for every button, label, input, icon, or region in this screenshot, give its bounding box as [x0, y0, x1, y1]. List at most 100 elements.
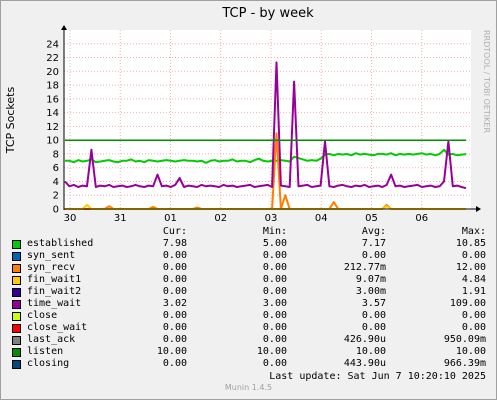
legend-max-value: 0.00 [461, 310, 486, 321]
legend-avg-value: 0.00 [361, 322, 386, 333]
y-tick-label: 4 [53, 177, 59, 188]
legend-max-value: 950.09m [443, 334, 486, 345]
legend-series-name: closing [27, 358, 70, 369]
legend-avg-value: 3.57 [361, 298, 386, 309]
legend-min-value: 10.00 [256, 346, 287, 357]
legend-max-value: 1.91 [461, 286, 486, 297]
legend-swatch [12, 336, 21, 345]
legend-series-name: close [27, 310, 58, 321]
legend-header-max: Max: [461, 226, 486, 237]
legend-max-value: 966.39m [443, 358, 486, 369]
legend-series-name: close_wait [27, 322, 88, 333]
legend-row-close_wait: close_wait 0.00 0.00 0.00 0.00 [12, 322, 492, 334]
legend-swatch [12, 324, 21, 333]
x-tick-label: 04 [315, 213, 328, 224]
legend-avg-value: 0.00 [361, 250, 386, 261]
legend-header-avg: Avg: [361, 226, 386, 237]
series-line-time_wait [64, 61, 467, 190]
legend-series-name: fin_wait1 [27, 274, 82, 285]
legend-swatch [12, 300, 21, 309]
legend-avg-value: 3.00m [355, 286, 386, 297]
legend-row-fin_wait1: fin_wait1 0.00 0.00 9.07m 4.84 [12, 274, 492, 286]
legend-header: Cur: Min: Avg: Max: [12, 226, 492, 238]
x-tick-label: 02 [214, 213, 227, 224]
legend-max-value: 10.85 [455, 238, 486, 249]
x-tick-label: 03 [265, 213, 278, 224]
legend-avg-value: 212.77m [343, 262, 386, 273]
y-tick-label: 8 [53, 149, 59, 160]
legend-max-value: 0.00 [461, 322, 486, 333]
legend-min-value: 0.00 [262, 274, 287, 285]
y-tick-label: 14 [46, 108, 59, 119]
legend-header-min: Min: [262, 226, 287, 237]
y-tick-label: 22 [46, 53, 59, 64]
legend-series-name: syn_sent [27, 250, 76, 261]
legend-min-value: 0.00 [262, 262, 287, 273]
legend-max-value: 4.84 [461, 274, 486, 285]
legend-swatch [12, 312, 21, 321]
side-credit: RRDTOOL / TOBI OETIKER [482, 30, 491, 133]
legend-series-name: listen [27, 346, 64, 357]
legend-header-cur: Cur: [162, 226, 187, 237]
legend-min-value: 0.00 [262, 334, 287, 345]
legend-series-name: established [27, 238, 94, 249]
legend-swatch [12, 264, 21, 273]
legend-series-name: syn_recv [27, 262, 76, 273]
y-tick-label: 18 [46, 81, 59, 92]
legend-cur-value: 0.00 [162, 250, 187, 261]
legend-cur-value: 0.00 [162, 274, 187, 285]
legend-max-value: 109.00 [449, 298, 486, 309]
plot-area [64, 30, 471, 210]
legend-min-value: 0.00 [262, 286, 287, 297]
legend-cur-value: 0.00 [162, 322, 187, 333]
legend-cur-value: 3.02 [162, 298, 187, 309]
legend-row-fin_wait2: fin_wait2 0.00 0.00 3.00m 1.91 [12, 286, 492, 298]
legend-min-value: 0.00 [262, 250, 287, 261]
legend-row-last_ack: last_ack 0.00 0.00 426.90u 950.09m [12, 334, 492, 346]
legend-min-value: 3.00 [262, 298, 287, 309]
chart-title: TCP - by week [221, 6, 314, 21]
y-tick-label: 0 [53, 205, 59, 216]
legend-avg-value: 7.17 [361, 238, 386, 249]
y-tick-label: 6 [53, 163, 59, 174]
chart-svg: TCP - by week TCP Sockets RRDTOOL / TOBI… [4, 6, 491, 224]
x-tick-label: 30 [64, 213, 77, 224]
legend-max-value: 10.00 [455, 346, 486, 357]
legend-avg-value: 10.00 [355, 346, 386, 357]
legend-row-closing: closing 0.00 0.00 443.90u 966.39m [12, 358, 492, 370]
legend-row-syn_recv: syn_recv 0.00 0.00 212.77m 12.00 [12, 262, 492, 274]
legend-swatch [12, 348, 21, 357]
legend-row-established: established 7.98 5.00 7.17 10.85 [12, 238, 492, 250]
legend-series-name: time_wait [27, 298, 82, 309]
x-tick-label: 06 [415, 213, 428, 224]
legend-min-value: 0.00 [262, 322, 287, 333]
legend-row-close: close 0.00 0.00 0.00 0.00 [12, 310, 492, 322]
y-tick-label: 10 [46, 136, 59, 147]
x-tick-label: 31 [114, 213, 127, 224]
y-tick-label: 20 [46, 67, 59, 78]
legend-cur-value: 0.00 [162, 358, 187, 369]
legend-min-value: 5.00 [262, 238, 287, 249]
legend-avg-value: 9.07m [355, 274, 386, 285]
legend-swatch [12, 288, 21, 297]
version-label: Munin 1.4.5 [224, 383, 273, 392]
x-tick-label: 05 [365, 213, 378, 224]
legend-series-name: fin_wait2 [27, 286, 82, 297]
y-axis-arrow [61, 25, 67, 30]
legend-swatch [12, 360, 21, 369]
legend-cur-value: 0.00 [162, 286, 187, 297]
x-axis-arrow [476, 206, 481, 212]
legend-avg-value: 443.90u [343, 358, 386, 369]
legend-series-name: last_ack [27, 334, 76, 345]
series-line-established [65, 148, 467, 164]
legend-row-time_wait: time_wait 3.02 3.00 3.57 109.00 [12, 298, 492, 310]
legend-min-value: 0.00 [262, 310, 287, 321]
y-tick-label: 16 [46, 94, 59, 105]
x-tick-label: 01 [164, 213, 177, 224]
legend-cur-value: 7.98 [162, 238, 187, 249]
legend-cur-value: 10.00 [156, 346, 187, 357]
x-ticks: 30 31 01 02 03 04 05 06 [64, 213, 428, 224]
last-update: Last update: Sat Jun 7 10:20:10 2025 [269, 371, 486, 382]
legend-cur-value: 0.00 [162, 262, 187, 273]
